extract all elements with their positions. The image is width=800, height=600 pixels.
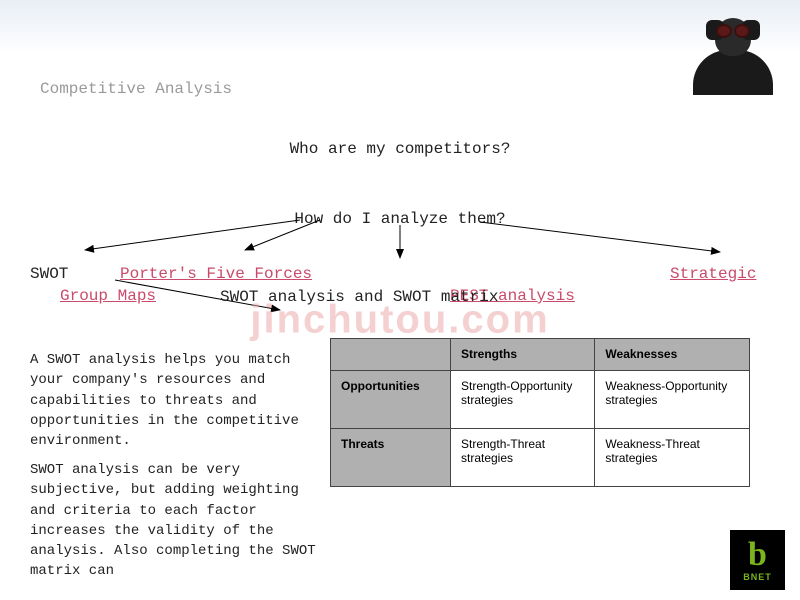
cell-wt: Weakness-Threat strategies — [595, 429, 750, 487]
cell-so: Strength-Opportunity strategies — [451, 371, 595, 429]
table-corner — [331, 339, 451, 371]
method-groupmaps-link[interactable]: Group Maps — [60, 287, 156, 305]
header-wave-bg — [0, 0, 800, 90]
row-opportunities: Opportunities — [331, 371, 451, 429]
swot-paragraph-1: A SWOT analysis helps you match your com… — [30, 350, 320, 451]
cell-wo: Weakness-Opportunity strategies — [595, 371, 750, 429]
col-weaknesses: Weaknesses — [595, 339, 750, 371]
method-swot: SWOT — [30, 265, 68, 283]
binocular-person-image — [685, 10, 780, 95]
cell-st: Strength-Threat strategies — [451, 429, 595, 487]
page-title: Competitive Analysis — [40, 80, 232, 98]
swot-matrix-table: Strengths Weaknesses Opportunities Stren… — [330, 338, 750, 487]
method-strategic-link[interactable]: Strategic — [670, 265, 756, 283]
question-competitors: Who are my competitors? — [290, 140, 511, 158]
bnet-logo: b BNET — [730, 530, 785, 590]
swot-paragraph-2: SWOT analysis can be very subjective, bu… — [30, 460, 320, 582]
method-porter-link[interactable]: Porter's Five Forces — [120, 265, 312, 283]
question-analyze: How do I analyze them? — [294, 210, 505, 228]
row-threats: Threats — [331, 429, 451, 487]
swot-subheading: SWOT analysis and SWOT matrix — [220, 288, 498, 306]
bnet-logo-text: BNET — [743, 572, 772, 582]
bnet-logo-letter: b — [748, 538, 767, 572]
col-strengths: Strengths — [451, 339, 595, 371]
